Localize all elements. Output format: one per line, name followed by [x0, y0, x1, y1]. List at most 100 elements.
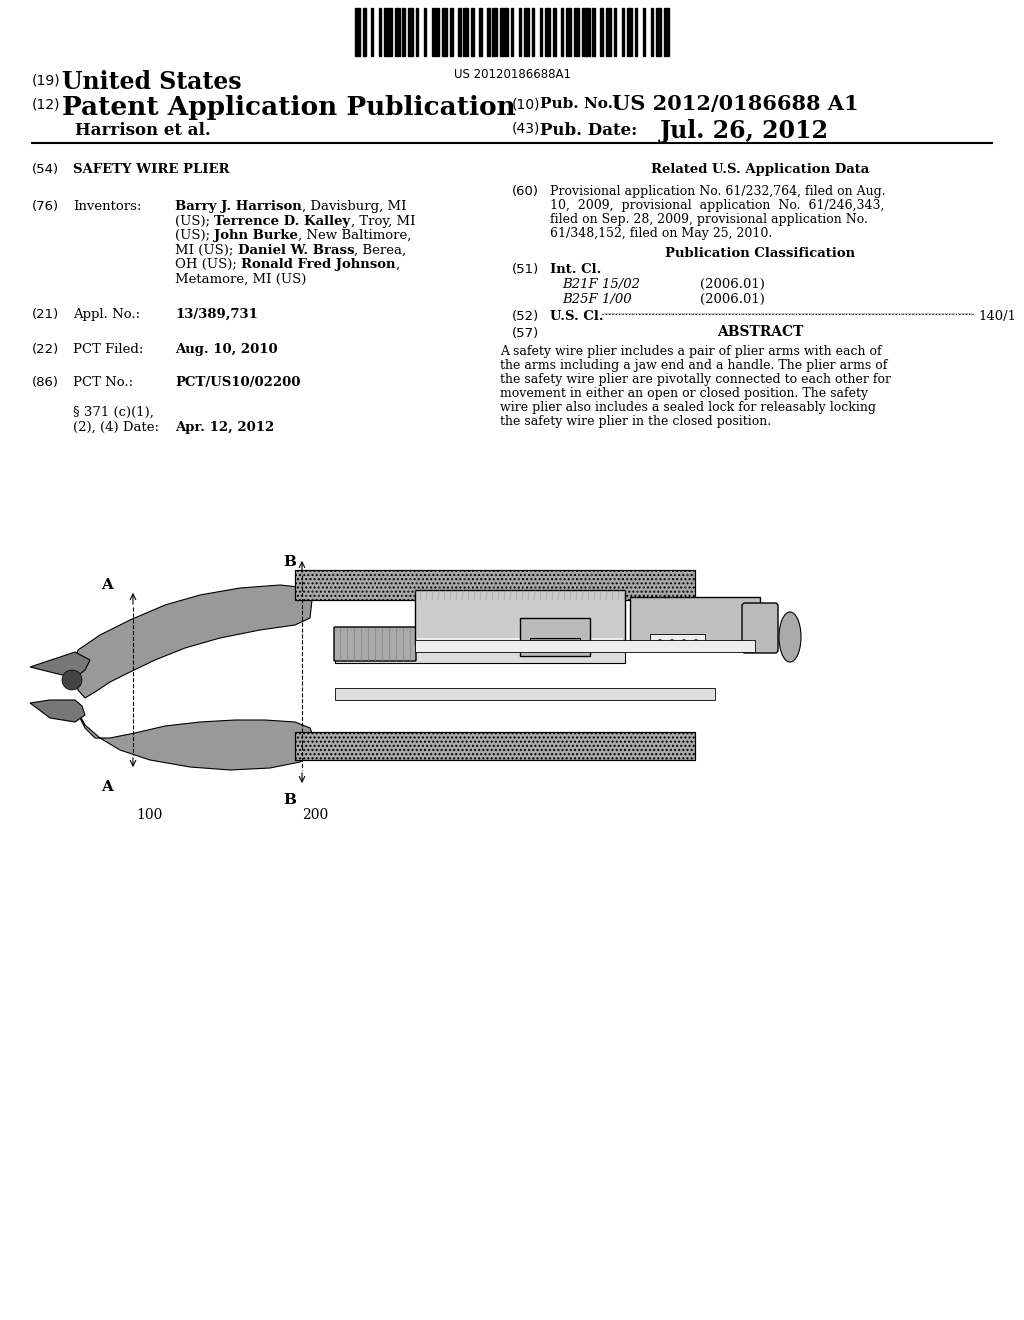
Bar — [335, 645, 625, 663]
Text: B: B — [284, 793, 297, 807]
Polygon shape — [30, 700, 85, 722]
Text: US 20120186688A1: US 20120186688A1 — [454, 69, 570, 81]
Text: SAFETY WIRE PLIER: SAFETY WIRE PLIER — [73, 162, 229, 176]
Text: 100: 100 — [137, 808, 163, 822]
Text: Related U.S. Application Data: Related U.S. Application Data — [651, 162, 869, 176]
Text: Patent Application Publication: Patent Application Publication — [62, 95, 516, 120]
Bar — [518, 8, 521, 55]
Text: (51): (51) — [512, 263, 540, 276]
Text: PCT Filed:: PCT Filed: — [73, 343, 143, 356]
Bar — [417, 638, 623, 648]
Text: (US);: (US); — [175, 214, 214, 227]
Text: (54): (54) — [32, 162, 59, 176]
Ellipse shape — [779, 612, 801, 663]
Text: Pub. No.:: Pub. No.: — [540, 96, 618, 111]
Text: A safety wire plier includes a pair of plier arms with each of: A safety wire plier includes a pair of p… — [500, 345, 882, 358]
Bar — [650, 634, 705, 648]
Bar — [627, 8, 632, 55]
Bar — [493, 8, 498, 55]
Bar — [479, 8, 481, 55]
Bar — [511, 8, 513, 55]
Polygon shape — [30, 652, 90, 678]
Polygon shape — [75, 700, 314, 770]
Text: Harrison et al.: Harrison et al. — [75, 121, 211, 139]
Text: movement in either an open or closed position. The safety: movement in either an open or closed pos… — [500, 387, 868, 400]
Text: US 2012/0186688 A1: US 2012/0186688 A1 — [612, 94, 859, 114]
Text: Barry J. Harrison: Barry J. Harrison — [175, 201, 302, 213]
Bar — [295, 733, 695, 760]
Text: PCT/US10/02200: PCT/US10/02200 — [175, 376, 300, 389]
Bar — [416, 8, 419, 55]
Bar — [415, 590, 625, 645]
Bar — [622, 8, 625, 55]
Circle shape — [62, 671, 82, 690]
Text: 61/348,152, filed on May 25, 2010.: 61/348,152, filed on May 25, 2010. — [550, 227, 772, 240]
Bar — [295, 570, 695, 601]
Text: 13/389,731: 13/389,731 — [175, 308, 258, 321]
Text: 140/1: 140/1 — [978, 310, 1016, 323]
Circle shape — [657, 639, 663, 644]
Text: (57): (57) — [512, 327, 540, 341]
Bar — [650, 8, 653, 55]
Text: the safety wire plier in the closed position.: the safety wire plier in the closed posi… — [500, 414, 771, 428]
Text: B25F 1/00: B25F 1/00 — [562, 293, 632, 306]
Bar — [574, 8, 580, 55]
FancyBboxPatch shape — [742, 603, 778, 653]
Circle shape — [693, 639, 698, 644]
Bar — [605, 8, 611, 55]
Text: Pub. Date:: Pub. Date: — [540, 121, 637, 139]
Circle shape — [670, 639, 675, 644]
Text: , Troy, MI: , Troy, MI — [350, 214, 415, 227]
Bar — [415, 640, 755, 652]
Bar — [520, 618, 590, 656]
Bar — [471, 8, 474, 55]
Bar — [561, 8, 563, 55]
Bar — [424, 8, 426, 55]
Text: , New Baltimore,: , New Baltimore, — [298, 228, 412, 242]
Text: (2006.01): (2006.01) — [700, 279, 765, 290]
Bar — [487, 8, 489, 55]
Text: Metamore, MI (US): Metamore, MI (US) — [175, 272, 306, 285]
Text: United States: United States — [62, 70, 242, 94]
Bar — [355, 8, 360, 55]
Bar — [531, 8, 535, 55]
Bar — [408, 8, 413, 55]
Text: Int. Cl.: Int. Cl. — [550, 263, 601, 276]
Bar — [335, 688, 715, 700]
Text: 10,  2009,  provisional  application  No.  61/246,343,: 10, 2009, provisional application No. 61… — [550, 199, 885, 213]
Bar — [540, 8, 543, 55]
Text: the safety wire plier are pivotally connected to each other for: the safety wire plier are pivotally conn… — [500, 374, 891, 385]
Bar — [655, 8, 662, 55]
Text: B: B — [284, 554, 297, 569]
Text: Inventors:: Inventors: — [73, 201, 141, 213]
Text: U.S. Cl.: U.S. Cl. — [550, 310, 603, 323]
Text: B21F 15/02: B21F 15/02 — [562, 279, 640, 290]
Bar — [371, 8, 374, 55]
Text: John Burke: John Burke — [214, 228, 298, 242]
Text: Terrence D. Kalley: Terrence D. Kalley — [214, 214, 350, 227]
Text: filed on Sep. 28, 2009, provisional application No.: filed on Sep. 28, 2009, provisional appl… — [550, 213, 868, 226]
Bar — [593, 8, 595, 55]
Bar — [635, 8, 637, 55]
Bar — [402, 8, 406, 55]
Bar — [295, 733, 695, 760]
Text: (60): (60) — [512, 185, 539, 198]
Text: (2006.01): (2006.01) — [700, 293, 765, 306]
Bar — [463, 8, 468, 55]
Bar — [566, 8, 571, 55]
Text: (19): (19) — [32, 73, 60, 87]
Text: (2), (4) Date:: (2), (4) Date: — [73, 421, 159, 434]
Text: wire plier also includes a sealed lock for releasably locking: wire plier also includes a sealed lock f… — [500, 401, 876, 414]
Text: (86): (86) — [32, 376, 59, 389]
Text: A: A — [101, 578, 113, 591]
Text: Appl. No.:: Appl. No.: — [73, 308, 140, 321]
Text: MI (US);: MI (US); — [175, 243, 238, 256]
Text: (52): (52) — [512, 310, 540, 323]
Text: , Davisburg, MI: , Davisburg, MI — [302, 201, 407, 213]
Bar — [379, 8, 381, 55]
Bar — [362, 8, 366, 55]
Text: (43): (43) — [512, 121, 541, 136]
Text: A: A — [101, 780, 113, 795]
Text: Publication Classification: Publication Classification — [665, 247, 855, 260]
Text: § 371 (c)(1),: § 371 (c)(1), — [73, 407, 154, 418]
